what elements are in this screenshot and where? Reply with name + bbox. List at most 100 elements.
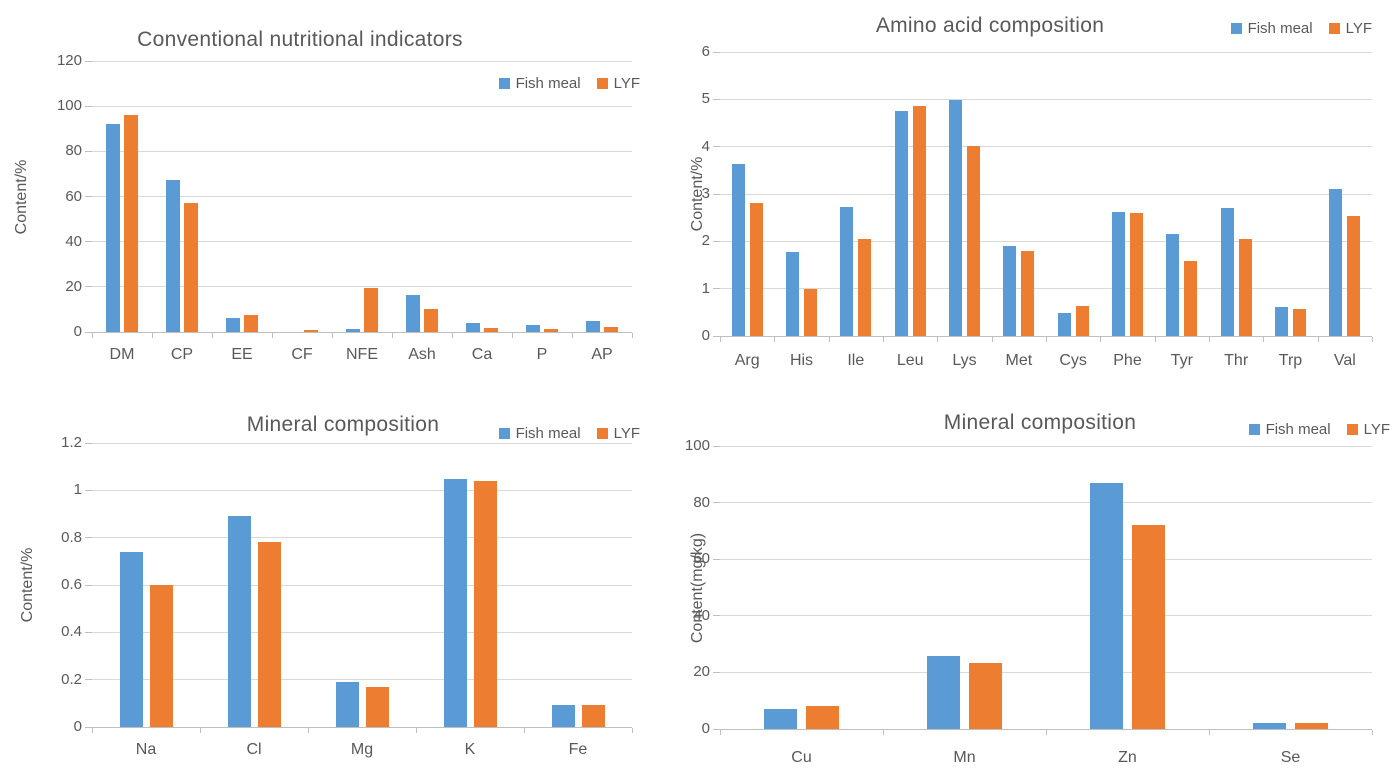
bar-lyf-Trp <box>1293 309 1306 336</box>
gridline <box>92 105 632 107</box>
bar-lyf-Lys <box>967 145 980 336</box>
x-tick-mark <box>720 337 721 342</box>
legend-item-lyf: LYF <box>596 425 640 442</box>
x-category-label: Leu <box>896 352 924 369</box>
x-category-label: Ca <box>471 346 493 363</box>
y-tick-mark <box>713 98 720 100</box>
y-tick-label: 4 <box>701 137 710 155</box>
plot-area <box>720 51 1372 337</box>
x-category-label: DM <box>109 346 135 363</box>
gridline <box>720 671 1372 673</box>
y-tick-mark <box>713 615 720 617</box>
chart-title: Amino acid composition <box>875 14 1105 37</box>
y-tick-label: 5 <box>701 90 710 108</box>
y-tick-label: 20 <box>65 277 82 295</box>
y-tick-mark <box>713 671 720 673</box>
y-tick-mark <box>85 679 92 681</box>
x-category-label: Ash <box>408 346 436 363</box>
x-tick-mark <box>308 728 309 733</box>
bar-lyf-DM <box>124 115 138 332</box>
bar-fish-meal-Arg <box>731 164 745 336</box>
x-tick-mark <box>828 337 830 342</box>
bar-fish-meal-Cys <box>1057 312 1071 336</box>
y-tick-label: 0 <box>73 323 82 340</box>
y-tick-mark <box>713 288 720 290</box>
y-tick-label: 40 <box>693 606 710 624</box>
x-tick-mark <box>524 728 525 733</box>
bar-lyf-P <box>544 329 558 332</box>
bar-fish-meal-Mg <box>335 682 359 727</box>
bar-lyf-Zn <box>1132 524 1165 729</box>
legend: Fish meal LYF <box>1230 20 1372 37</box>
chart-mineral-composition-mgkg: Mineral composition Content(mg/kg) Fish me… <box>685 389 1400 778</box>
x-tick-mark <box>452 333 453 338</box>
bar-lyf-Cl <box>257 542 281 727</box>
x-tick-mark <box>332 333 333 338</box>
x-tick-mark <box>1209 337 1210 342</box>
gridline <box>720 51 1372 53</box>
y-tick-label: 1 <box>73 481 82 499</box>
x-tick-mark <box>1154 337 1156 342</box>
bar-lyf-Ash <box>424 308 438 332</box>
bar-lyf-Ca <box>484 327 498 332</box>
x-category-label: Zn <box>1118 749 1137 766</box>
y-tick-label: 0 <box>73 718 82 735</box>
y-tick-label: 1.2 <box>61 434 82 451</box>
legend-item-lyf: LYF <box>1346 421 1390 438</box>
gridline <box>92 286 632 288</box>
plot-area <box>92 60 632 333</box>
legend-swatch-icon <box>498 428 510 439</box>
bar-fish-meal-Cu <box>764 708 797 729</box>
y-tick-label: 0 <box>701 720 710 737</box>
x-category-label: Cys <box>1059 352 1087 369</box>
gridline <box>92 150 632 152</box>
y-tick-mark <box>85 286 92 288</box>
x-category-label: Se <box>1280 749 1301 766</box>
bar-lyf-Mg <box>365 686 389 727</box>
x-tick-mark <box>1046 337 1047 342</box>
legend-item-lyf: LYF <box>596 75 640 92</box>
gridline <box>92 631 632 633</box>
gridline <box>92 241 632 243</box>
y-tick-mark <box>713 558 720 560</box>
bar-lyf-Phe <box>1130 212 1143 336</box>
gridline <box>720 146 1372 148</box>
bar-fish-meal-Leu <box>894 111 908 336</box>
x-tick-mark <box>1372 337 1373 342</box>
legend-swatch-icon <box>1346 424 1358 435</box>
x-tick-mark <box>1046 730 1047 735</box>
chart-amino-acid-composition: Amino acid composition Content/% Fish meal… <box>689 0 1400 389</box>
legend-label: Fish meal <box>1265 421 1331 438</box>
y-tick-mark <box>713 728 720 730</box>
bar-fish-meal-Trp <box>1275 306 1288 336</box>
bar-fish-meal-Se <box>1253 723 1286 729</box>
y-tick-mark <box>713 193 720 195</box>
x-tick-mark <box>272 333 273 338</box>
gridline <box>92 489 632 491</box>
legend-swatch-icon <box>1328 23 1340 34</box>
bar-lyf-CP <box>184 203 198 332</box>
bar-lyf-Ile <box>858 239 872 336</box>
legend-item-fish-meal: Fish meal <box>498 75 581 92</box>
x-category-label: Met <box>1005 352 1033 369</box>
y-tick-mark <box>85 331 92 333</box>
bar-fish-meal-AP <box>586 320 600 332</box>
bar-lyf-NFE <box>364 287 378 332</box>
y-tick-label: 80 <box>65 142 82 160</box>
y-tick-label: 0.6 <box>61 576 82 593</box>
x-category-label: Phe <box>1113 352 1142 369</box>
bar-fish-meal-Cl <box>227 516 251 727</box>
legend-swatch-icon <box>1230 23 1242 34</box>
bar-fish-meal-DM <box>106 124 120 332</box>
legend-swatch-icon <box>498 78 510 89</box>
x-category-label: Mn <box>953 749 976 766</box>
gridline <box>720 193 1372 195</box>
legend-label: LYF <box>613 425 640 442</box>
y-tick-mark <box>713 146 720 148</box>
y-tick-mark <box>713 445 720 447</box>
gridline <box>92 60 632 62</box>
bar-fish-meal-Zn <box>1090 483 1123 729</box>
gridline <box>720 98 1372 100</box>
bar-fish-meal-Mn <box>927 656 960 729</box>
